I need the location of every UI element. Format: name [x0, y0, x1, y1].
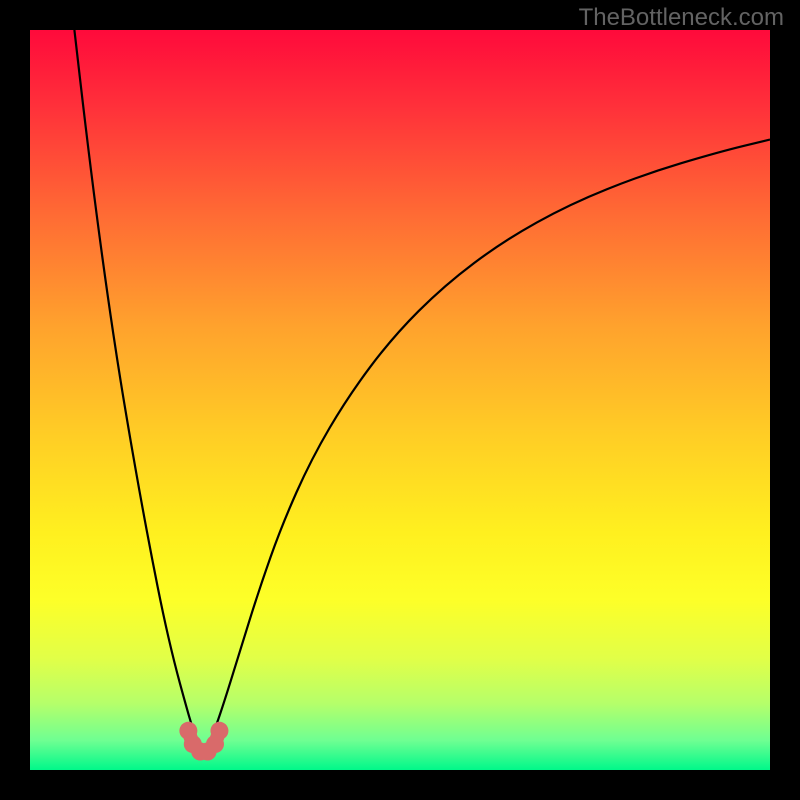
watermark-text: TheBottleneck.com — [579, 4, 784, 32]
bottleneck-curve — [74, 30, 770, 746]
outer-frame — [0, 0, 800, 800]
plot-area — [30, 30, 770, 770]
green-baseline — [30, 758, 770, 770]
curve-layer — [30, 30, 770, 770]
bottom-marker — [179, 722, 228, 761]
